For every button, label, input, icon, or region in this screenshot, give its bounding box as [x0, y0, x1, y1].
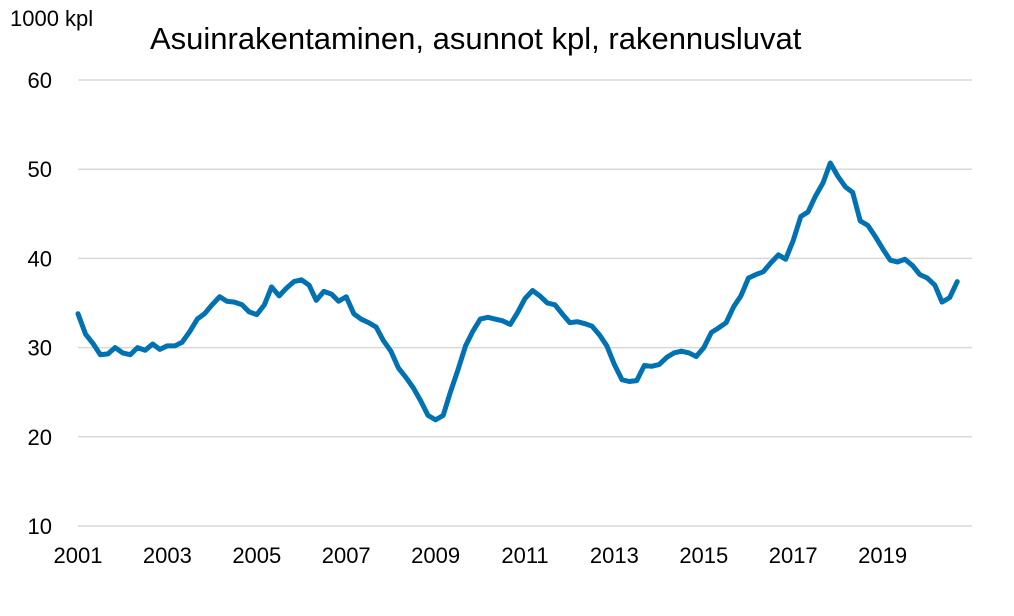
x-tick-label: 2005 — [232, 543, 281, 568]
y-tick-label: 20 — [28, 425, 52, 450]
x-tick-label: 2009 — [411, 543, 460, 568]
x-tick-label: 2013 — [590, 543, 639, 568]
x-tick-label: 2007 — [322, 543, 371, 568]
x-tick-label: 2003 — [143, 543, 192, 568]
series-layer — [75, 160, 960, 423]
y-axis-labels: 10 20 30 40 50 60 — [28, 68, 52, 539]
x-axis-labels: 2001 2003 2005 2007 2009 2011 2013 2015 2017 2019 — [54, 543, 908, 568]
y-unit-label: 1000 kpl — [10, 6, 93, 31]
x-tick-label: 2017 — [769, 543, 818, 568]
y-tick-label: 40 — [28, 246, 52, 271]
y-tick-label: 50 — [28, 157, 52, 182]
x-tick-label: 2015 — [679, 543, 728, 568]
x-tick-label: 2001 — [54, 543, 103, 568]
chart-title: Asuinrakentaminen, asunnot kpl, rakennus… — [150, 21, 802, 56]
y-tick-label: 30 — [28, 336, 52, 361]
y-tick-label: 10 — [28, 514, 52, 539]
x-tick-label: 2019 — [858, 543, 907, 568]
x-tick-label: 2011 — [501, 543, 548, 568]
gridlines — [78, 79, 972, 527]
y-tick-label: 60 — [28, 68, 52, 93]
series-line — [75, 160, 960, 423]
